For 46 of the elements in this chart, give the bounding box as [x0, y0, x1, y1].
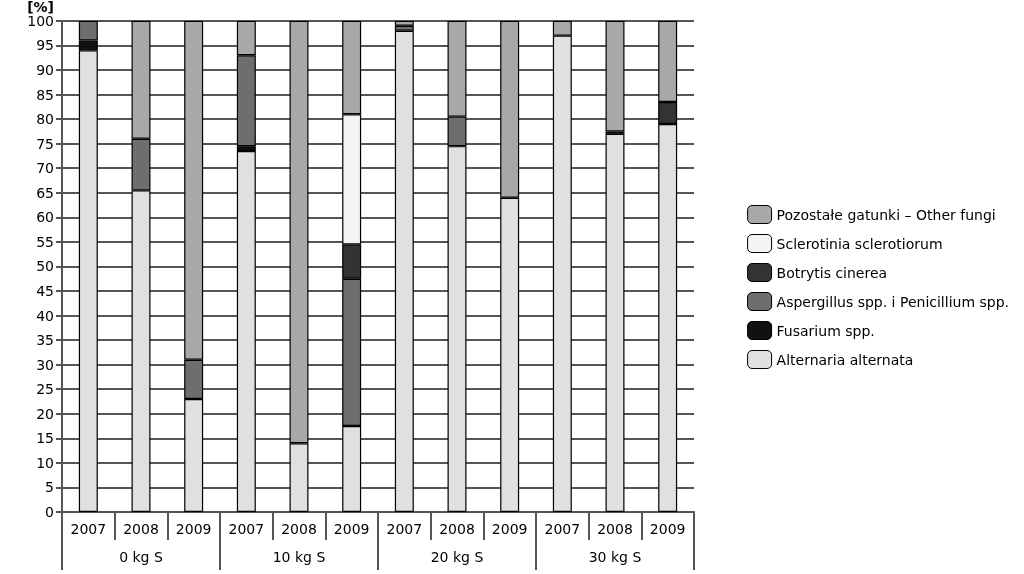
- legend-label: Botrytis cinerea: [776, 264, 888, 281]
- legend-label: Sclerotinia sclerotiorum: [776, 235, 943, 252]
- legend-label: Pozostałe gatunki – Other fungi: [776, 206, 996, 223]
- y-tick-label: 20: [36, 405, 54, 422]
- y-tick-label: 60: [36, 209, 54, 226]
- x-tick-label: 2007: [544, 521, 581, 537]
- y-tick-label: 0: [45, 504, 54, 520]
- x-tick-label: 2008: [281, 521, 317, 537]
- y-tick-label: 65: [36, 184, 54, 201]
- y-tick-label: 70: [36, 160, 54, 177]
- legend-label: Alternaria alternata: [776, 351, 914, 368]
- x-tick-label: 2008: [597, 521, 633, 537]
- x-tick-label: 2009: [491, 521, 528, 537]
- y-axis-title: [%]: [27, 0, 54, 15]
- y-tick-label: 30: [36, 356, 54, 373]
- bar: [605, 20, 625, 132]
- legend-label: Fusarium spp.: [776, 322, 875, 339]
- y-tick-label: 80: [36, 111, 54, 128]
- text: 30 kg S: [588, 549, 642, 565]
- y-tick-label: 25: [36, 381, 54, 398]
- y-tick-label: 55: [36, 233, 54, 250]
- text: 0 kg S: [119, 549, 163, 565]
- x-tick-label: 2008: [439, 521, 475, 537]
- x-tick-label: 2007: [70, 521, 107, 537]
- y-tick-label: 85: [36, 86, 54, 103]
- y-tick-label: 95: [36, 37, 54, 54]
- legend-label: Aspergillus spp. i Penicillium spp.: [776, 293, 1010, 310]
- text: 20 kg S: [430, 549, 484, 565]
- y-tick-label: 50: [36, 258, 54, 275]
- y-tick-label: 45: [36, 283, 54, 300]
- y-tick-label: 15: [36, 430, 54, 447]
- y-tick-label: 10: [36, 454, 54, 471]
- x-tick-label: 2009: [649, 521, 686, 537]
- y-tick-label: 5: [45, 479, 54, 496]
- bar: [605, 133, 625, 512]
- x-tick-label: 2009: [333, 521, 370, 537]
- y-tick-label: 35: [36, 332, 54, 349]
- x-tick-label: 2009: [175, 521, 212, 537]
- x-tick-label: 2008: [123, 521, 159, 537]
- y-tick-label: 75: [36, 135, 54, 152]
- text: 10 kg S: [272, 549, 326, 565]
- x-tick-label: 2007: [228, 521, 265, 537]
- y-tick-label: 90: [36, 62, 54, 79]
- bar: [394, 30, 414, 512]
- x-tick-label: 2007: [386, 521, 423, 537]
- y-tick-label: 40: [36, 307, 54, 324]
